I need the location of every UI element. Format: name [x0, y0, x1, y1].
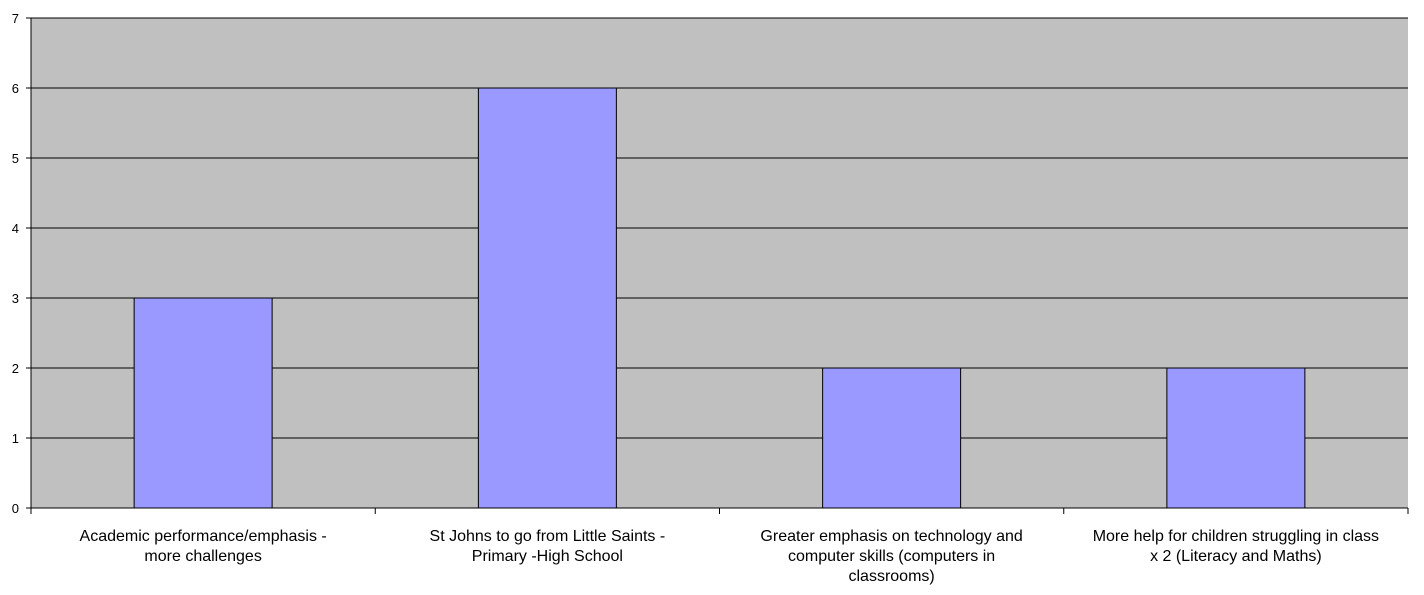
bar	[477, 87, 617, 509]
y-tick-label: 1	[12, 431, 19, 446]
x-tick-label: St Johns to go from Little Saints - Prim…	[429, 528, 666, 565]
axes	[26, 17, 1409, 514]
y-tick-label: 3	[12, 291, 19, 306]
x-tick-label: Academic performance/emphasis - more cha…	[79, 528, 327, 565]
x-tick-label: More help for children struggling in cla…	[1092, 528, 1380, 565]
bar	[822, 367, 962, 509]
bar	[1166, 367, 1306, 509]
y-tick-label: 5	[12, 151, 19, 166]
y-tick-label: 7	[12, 11, 19, 26]
x-tick-label: Greater emphasis on technology and compu…	[760, 528, 1023, 585]
y-tick-labels: 0 1 2 3 4 5 6 7	[12, 11, 19, 516]
y-tick-label: 2	[12, 361, 19, 376]
y-tick-label: 4	[12, 221, 19, 236]
y-tick-label: 0	[12, 501, 19, 516]
bar	[133, 297, 273, 509]
y-tick-label: 6	[12, 81, 19, 96]
